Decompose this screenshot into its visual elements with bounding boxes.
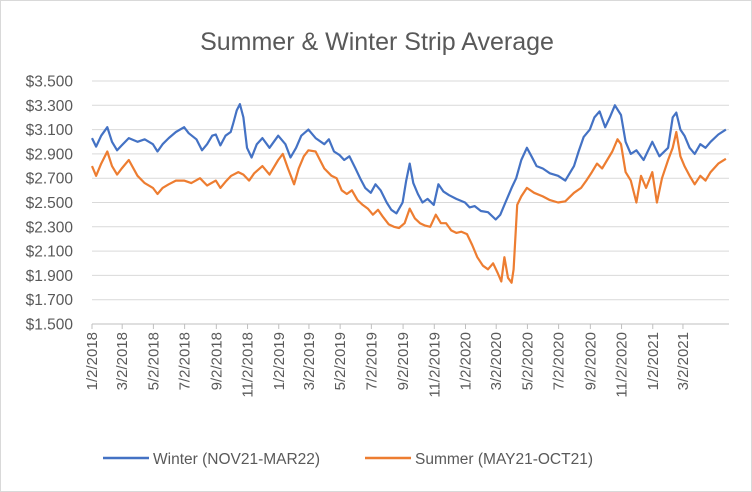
x-tick-label: 11/2/2020 bbox=[614, 332, 631, 398]
series-lines bbox=[90, 102, 727, 284]
x-tick-label: 3/2/2018 bbox=[114, 332, 131, 390]
legend-label-summer: Summer (MAY21-OCT21) bbox=[415, 451, 593, 468]
x-tick-label: 1/2/2021 bbox=[645, 332, 662, 390]
x-tick-label: 7/2/2019 bbox=[363, 332, 380, 390]
y-tick-label: $2.100 bbox=[26, 244, 74, 261]
y-tick-label: $2.500 bbox=[26, 195, 74, 212]
x-tick-label: 7/2/2018 bbox=[177, 332, 194, 390]
x-tick-label: 5/2/2020 bbox=[519, 332, 536, 390]
x-tick-label: 9/2/2019 bbox=[395, 332, 412, 390]
x-tick-label: 3/2/2019 bbox=[301, 332, 318, 390]
legend-label-winter: Winter (NOV21-MAR22) bbox=[153, 451, 320, 468]
x-tick-label: 11/2/2018 bbox=[240, 332, 257, 398]
series-line-winter bbox=[91, 102, 727, 221]
y-tick-label: $1.700 bbox=[26, 292, 74, 309]
y-axis-tick-labels: $1.500 $1.700 $1.900 $2.100 $2.300 $2.500 $2.7… bbox=[26, 74, 74, 334]
y-tick-label: $2.700 bbox=[26, 171, 74, 188]
y-tick-label: $3.100 bbox=[26, 122, 74, 139]
y-tick-label: $3.500 bbox=[26, 74, 74, 91]
x-tick-label: 9/2/2020 bbox=[582, 332, 599, 390]
y-tick-label: $3.300 bbox=[26, 98, 74, 115]
x-tick-label: 3/2/2020 bbox=[488, 332, 505, 390]
y-tick-label: $1.500 bbox=[26, 317, 74, 334]
x-tick-label: 1/2/2018 bbox=[84, 332, 101, 390]
x-tick-label: 5/2/2018 bbox=[145, 332, 162, 390]
x-tick-label: 5/2/2019 bbox=[332, 332, 349, 390]
series-line-summer bbox=[90, 130, 727, 284]
x-tick-label: 7/2/2020 bbox=[551, 332, 568, 390]
x-axis: 1/2/2018 3/2/2018 5/2/2018 7/2/2018 9/2/2018… bbox=[84, 323, 729, 398]
x-tick-label: 3/2/2021 bbox=[675, 332, 692, 390]
x-tick-label: 1/2/2019 bbox=[271, 332, 288, 390]
x-tick-label: 9/2/2018 bbox=[208, 332, 225, 390]
chart-title: Summer & Winter Strip Average bbox=[200, 28, 554, 56]
legend: Winter (NOV21-MAR22) Summer (MAY21-OCT21… bbox=[103, 451, 593, 468]
y-tick-label: $2.300 bbox=[26, 219, 74, 236]
x-tick-label: 11/2/2019 bbox=[426, 332, 443, 398]
y-tick-label: $2.900 bbox=[26, 146, 74, 163]
y-tick-label: $1.900 bbox=[26, 268, 74, 285]
x-tick-label: 1/2/2020 bbox=[458, 332, 475, 390]
